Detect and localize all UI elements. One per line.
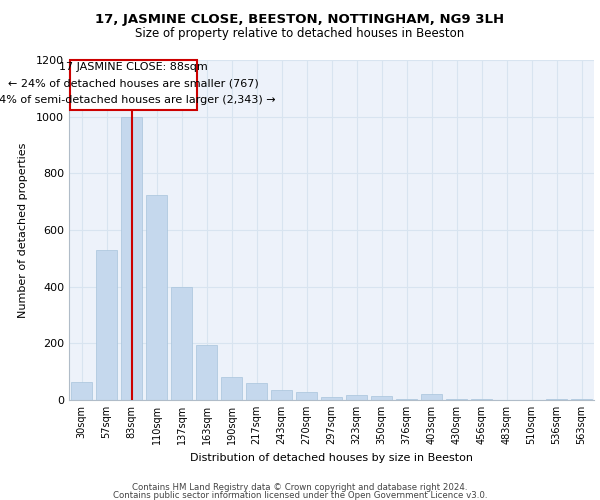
- Text: Contains public sector information licensed under the Open Government Licence v3: Contains public sector information licen…: [113, 492, 487, 500]
- Bar: [546, 398, 567, 400]
- Bar: [121, 116, 142, 400]
- Bar: [271, 390, 292, 400]
- Text: 74% of semi-detached houses are larger (2,343) →: 74% of semi-detached houses are larger (…: [0, 96, 275, 106]
- Bar: [171, 286, 192, 400]
- Bar: [321, 397, 342, 400]
- Y-axis label: Number of detached properties: Number of detached properties: [17, 142, 28, 318]
- Text: 17, JASMINE CLOSE, BEESTON, NOTTINGHAM, NG9 3LH: 17, JASMINE CLOSE, BEESTON, NOTTINGHAM, …: [95, 12, 505, 26]
- Text: 17 JASMINE CLOSE: 88sqm: 17 JASMINE CLOSE: 88sqm: [59, 62, 208, 72]
- Bar: [371, 396, 392, 400]
- Text: Size of property relative to detached houses in Beeston: Size of property relative to detached ho…: [136, 28, 464, 40]
- Bar: [96, 250, 117, 400]
- Bar: [146, 194, 167, 400]
- FancyBboxPatch shape: [70, 60, 197, 110]
- Bar: [71, 382, 92, 400]
- Bar: [446, 398, 467, 400]
- Bar: [196, 345, 217, 400]
- Bar: [221, 378, 242, 400]
- Bar: [346, 395, 367, 400]
- Bar: [296, 392, 317, 400]
- X-axis label: Distribution of detached houses by size in Beeston: Distribution of detached houses by size …: [190, 452, 473, 462]
- Bar: [571, 398, 592, 400]
- Text: ← 24% of detached houses are smaller (767): ← 24% of detached houses are smaller (76…: [8, 78, 259, 88]
- Bar: [421, 394, 442, 400]
- Text: Contains HM Land Registry data © Crown copyright and database right 2024.: Contains HM Land Registry data © Crown c…: [132, 483, 468, 492]
- Bar: [246, 383, 267, 400]
